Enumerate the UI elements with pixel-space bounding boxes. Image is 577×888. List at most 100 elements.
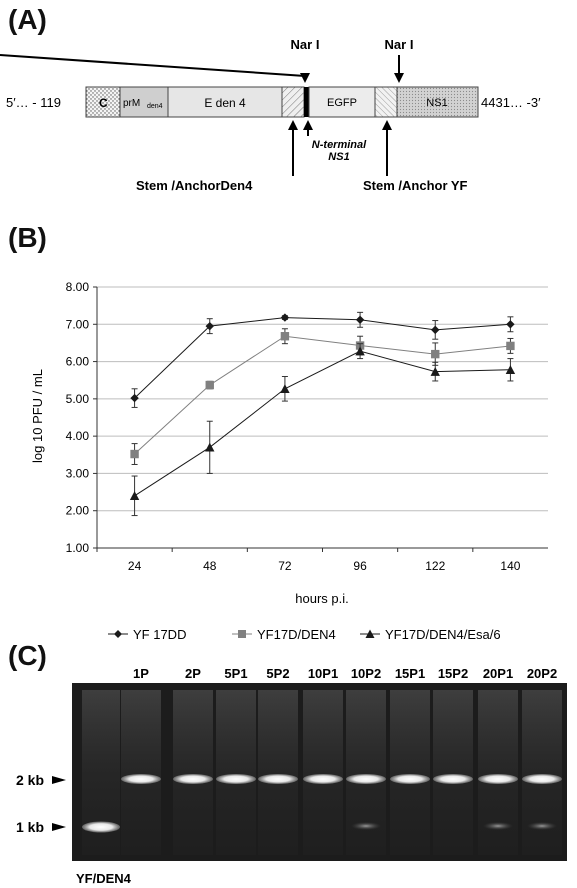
nterm-label-line2: NS1 bbox=[328, 151, 349, 163]
y-tick-label: 5.00 bbox=[66, 392, 90, 406]
data-point-triangle bbox=[280, 384, 290, 393]
series-line bbox=[134, 317, 511, 399]
x-tick-label: 72 bbox=[278, 559, 292, 573]
x-tick-label: 24 bbox=[128, 559, 142, 573]
yf-den4-lane-label: YF/DEN4 bbox=[76, 871, 132, 886]
gel-band-2kb bbox=[258, 774, 298, 784]
gel-lane bbox=[173, 690, 213, 855]
growth-curve-chart: 1.00 2.00 3.00 4.00 5.00 6.00 7.00 8.00 24 48 72 96… bbox=[30, 280, 548, 642]
y-tick-label: 8.00 bbox=[66, 280, 90, 294]
series-line bbox=[134, 350, 511, 497]
x-tick-label: 122 bbox=[425, 559, 445, 573]
y-tick-label: 3.00 bbox=[66, 466, 90, 480]
x-tick-label: 96 bbox=[353, 559, 367, 573]
gel-background bbox=[72, 683, 567, 861]
data-point-triangle bbox=[129, 491, 140, 500]
panel-a-label: (A) bbox=[8, 4, 47, 35]
gel-band-2kb bbox=[121, 774, 161, 784]
chart-legend: YF 17DD YF17D/DEN4 YF17D/DEN4/Esa/6 bbox=[108, 627, 501, 642]
gel-lane bbox=[216, 690, 256, 855]
data-point-square bbox=[431, 349, 440, 359]
series-line bbox=[134, 335, 511, 455]
stem-yf-label: Stem /Anchor YF bbox=[363, 178, 468, 193]
data-point-triangle bbox=[430, 366, 440, 376]
gel-band-2kb bbox=[173, 774, 213, 784]
gel-lane-ref bbox=[82, 690, 120, 855]
gel-band-faint bbox=[527, 822, 557, 830]
legend-label: YF17D/DEN4/Esa/6 bbox=[385, 627, 501, 642]
stem-den4-label: Stem /AnchorDen4 bbox=[136, 178, 253, 193]
gel-lane bbox=[390, 690, 430, 855]
nari-arrowhead-1 bbox=[300, 73, 310, 83]
segment-prm bbox=[119, 86, 169, 118]
nari-label-1: Nar I bbox=[291, 37, 320, 52]
y-axis-label: log 10 PFU / mL bbox=[30, 369, 45, 463]
gel-lane bbox=[522, 690, 562, 855]
data-point-square bbox=[506, 341, 515, 351]
data-point-triangle bbox=[505, 365, 516, 374]
chart-axes: 1.00 2.00 3.00 4.00 5.00 6.00 7.00 8.00 24 48 72 96… bbox=[66, 280, 548, 573]
nterm-arrowhead bbox=[303, 120, 313, 130]
segment-c bbox=[85, 86, 121, 118]
gel-band-2kb bbox=[433, 774, 473, 784]
legend-label: YF17D/DEN4 bbox=[257, 627, 336, 642]
gel-band-2kb bbox=[216, 774, 256, 784]
y-tick-label: 1.00 bbox=[66, 541, 90, 555]
right-end-label: 4431… -3′ bbox=[481, 95, 541, 110]
gel-lane bbox=[478, 690, 518, 855]
segment-c-label: C bbox=[99, 96, 108, 110]
segment-egfp bbox=[308, 86, 376, 118]
data-point-triangle bbox=[365, 629, 375, 638]
marker-2kb-arrow bbox=[52, 776, 66, 784]
y-tick-label: 4.00 bbox=[66, 429, 90, 443]
segment-e-den4 bbox=[167, 86, 283, 118]
segment-e-den4-label: E den 4 bbox=[204, 96, 246, 110]
data-point-diamond bbox=[355, 315, 365, 325]
series-triangle bbox=[129, 343, 516, 517]
panel-c-label: (C) bbox=[8, 640, 47, 671]
gel-lanes bbox=[82, 690, 562, 855]
left-end-label: 5′… - 119 bbox=[6, 95, 61, 110]
data-point-square bbox=[130, 449, 139, 459]
stem-den4-arrowhead bbox=[288, 120, 298, 130]
stem-yf-arrowhead bbox=[382, 120, 392, 130]
segment-egfp-label: EGFP bbox=[327, 97, 357, 109]
data-point-triangle bbox=[355, 346, 365, 356]
gel-lane bbox=[258, 690, 298, 855]
gel-lane bbox=[433, 690, 473, 855]
segment-prm-sub: den4 bbox=[147, 103, 163, 110]
series-square bbox=[130, 328, 515, 465]
legend-label: YF 17DD bbox=[133, 627, 186, 642]
data-point-diamond bbox=[431, 325, 440, 335]
segment-nterm-ns1 bbox=[304, 87, 309, 117]
gel-lane bbox=[121, 690, 161, 855]
gel-lane bbox=[346, 690, 386, 855]
gel-band-2kb bbox=[346, 774, 386, 784]
segment-stem-yf bbox=[374, 86, 398, 118]
y-tick-label: 2.00 bbox=[66, 504, 90, 518]
x-axis-label: hours p.i. bbox=[295, 591, 348, 606]
data-point-diamond bbox=[506, 320, 515, 329]
nari-arrowhead-2 bbox=[394, 73, 404, 83]
chart-series bbox=[129, 311, 516, 517]
data-point-square bbox=[205, 380, 214, 390]
gel-band-2kb bbox=[478, 774, 518, 784]
data-point-diamond bbox=[280, 313, 290, 322]
nterm-label-line1: N-terminal bbox=[312, 139, 367, 151]
data-point-diamond bbox=[114, 630, 122, 638]
marker-1kb-arrow bbox=[52, 823, 66, 831]
marker-2kb-label: 2 kb bbox=[16, 772, 44, 788]
y-tick-label: 6.00 bbox=[66, 355, 90, 369]
gel-band-faint bbox=[351, 822, 381, 830]
gel-band-2kb bbox=[522, 774, 562, 784]
construct-diagram: 5′… - 119 4431… -3′ C prM den4 E den 4 E… bbox=[0, 37, 541, 193]
x-tick-label: 140 bbox=[500, 559, 520, 573]
marker-1kb-label: 1 kb bbox=[16, 819, 44, 835]
nari-arrow-1 bbox=[0, 54, 306, 77]
y-tick-label: 7.00 bbox=[66, 317, 90, 331]
data-point-diamond bbox=[130, 393, 139, 403]
data-point-diamond bbox=[205, 321, 214, 331]
gel-band-2kb bbox=[303, 774, 343, 784]
segment-stem-den4 bbox=[281, 86, 305, 118]
segment-ns1 bbox=[396, 86, 479, 118]
